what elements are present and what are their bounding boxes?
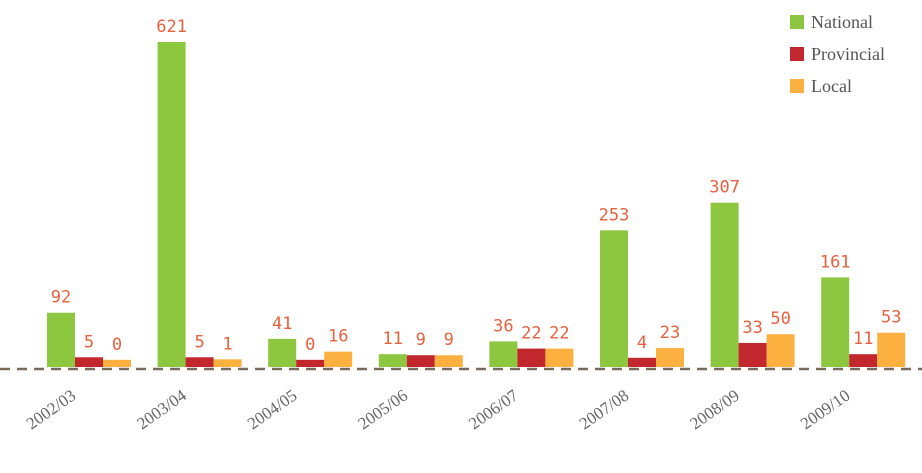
legend-label: Provincial	[811, 44, 885, 64]
bar	[213, 359, 242, 367]
value-label: 9	[444, 330, 454, 350]
legend-label: Local	[811, 76, 852, 96]
value-label: 33	[742, 318, 762, 338]
bar	[517, 348, 546, 367]
value-label: 5	[194, 332, 204, 352]
value-label: 621	[156, 17, 187, 37]
bar	[434, 355, 463, 367]
bar	[406, 355, 435, 367]
value-label: 0	[112, 335, 122, 355]
x-tick-label: 2007/08	[576, 386, 633, 434]
value-label: 11	[853, 329, 873, 349]
x-tick-label: 2002/03	[23, 386, 80, 434]
value-label: 16	[328, 327, 348, 347]
legend-swatch	[790, 47, 804, 61]
bar	[268, 338, 297, 367]
bar	[656, 348, 684, 367]
bar	[378, 354, 407, 367]
value-label: 11	[383, 329, 403, 349]
bar	[103, 359, 131, 367]
bar	[710, 202, 739, 367]
value-label: 50	[770, 309, 790, 329]
bar	[821, 277, 850, 367]
value-label: 161	[820, 252, 851, 272]
bar	[738, 342, 767, 367]
bar	[545, 348, 574, 367]
value-label: 307	[709, 178, 740, 198]
x-tick-label: 2003/04	[133, 385, 190, 433]
value-label: 9	[416, 330, 426, 350]
value-label: 253	[599, 205, 630, 225]
value-label: 41	[272, 314, 292, 334]
bar	[157, 42, 186, 367]
value-label: 22	[549, 324, 569, 344]
bar	[489, 341, 518, 367]
bar	[849, 354, 878, 367]
bar	[877, 332, 906, 367]
bar	[75, 357, 103, 367]
bar	[766, 334, 795, 367]
x-tick-label: 2004/05	[244, 386, 301, 434]
bar	[185, 357, 214, 367]
value-label: 36	[493, 316, 513, 336]
legend-swatch	[790, 79, 804, 93]
bar	[628, 357, 656, 367]
bar	[600, 230, 628, 367]
value-label: 53	[881, 308, 901, 328]
legend-label: National	[811, 12, 873, 32]
x-tick-label: 2005/06	[355, 386, 412, 434]
value-label: 1	[222, 334, 232, 354]
x-tick-label: 2008/09	[686, 386, 743, 434]
value-label: 23	[660, 323, 680, 343]
x-tick-label: 2006/07	[465, 385, 522, 433]
bar	[47, 312, 75, 367]
value-label: 0	[305, 335, 315, 355]
x-tick-label: 2009/10	[797, 386, 854, 434]
legend-swatch	[790, 15, 804, 29]
value-label: 4	[637, 333, 647, 353]
value-label: 5	[84, 332, 94, 352]
value-label: 92	[51, 288, 71, 308]
bar	[296, 359, 325, 367]
bar	[324, 351, 353, 367]
value-label: 22	[521, 324, 541, 344]
